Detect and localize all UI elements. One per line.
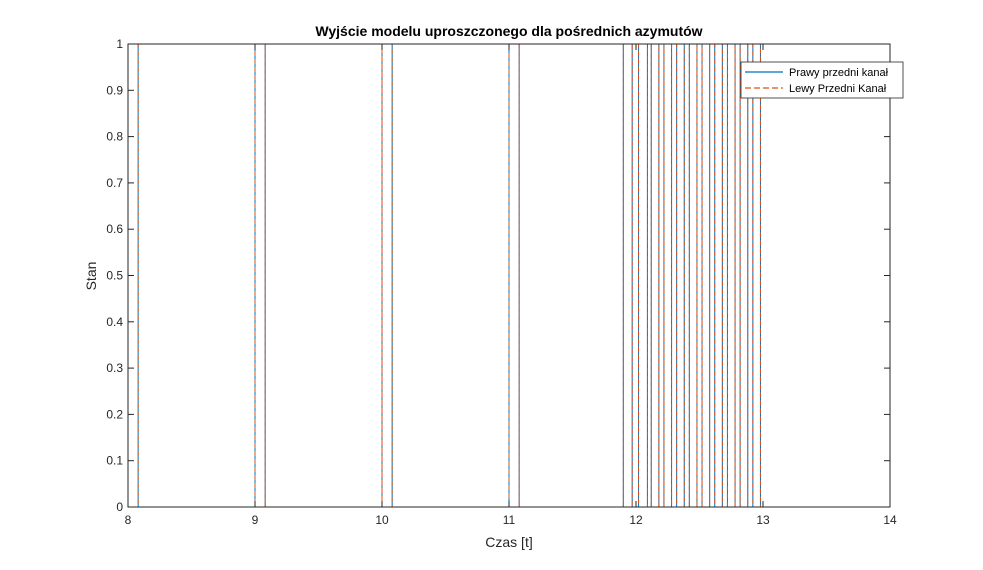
y-tick-label: 0 xyxy=(116,500,123,514)
chart-title: Wyjście modelu uproszczonego dla pośredn… xyxy=(315,23,702,39)
x-tick-label: 8 xyxy=(125,513,132,527)
x-tick-label: 14 xyxy=(883,513,897,527)
y-tick-label: 0.2 xyxy=(106,407,123,421)
y-axis-label: Stan xyxy=(83,262,99,291)
legend-label-prawy: Prawy przedni kanał xyxy=(789,67,889,79)
x-tick-label: 12 xyxy=(629,513,643,527)
legend-label-lewy: Lewy Przedni Kanał xyxy=(789,83,887,95)
legend-box xyxy=(740,61,904,99)
y-tick-label: 0.3 xyxy=(106,361,123,375)
x-tick-label: 9 xyxy=(252,513,259,527)
x-axis-ticks: 8 9 10 11 12 13 14 xyxy=(125,44,897,527)
y-tick-label: 0.9 xyxy=(106,83,123,97)
y-tick-label: 0.7 xyxy=(106,176,123,190)
y-axis-ticks: 0 0.1 0.2 0.3 0.4 0.5 0.6 0.7 0.8 0.9 1 xyxy=(106,37,890,514)
y-tick-label: 0.4 xyxy=(106,315,123,329)
x-tick-label: 13 xyxy=(756,513,770,527)
x-axis-label: Czas [t] xyxy=(485,534,532,550)
y-tick-label: 0.5 xyxy=(106,269,123,283)
x-tick-label: 11 xyxy=(503,513,516,527)
x-tick-label: 10 xyxy=(375,513,389,527)
legend: Prawy przedni kanał Lewy Przedni Kanał xyxy=(740,61,904,99)
y-tick-label: 0.6 xyxy=(106,222,123,236)
y-tick-label: 0.1 xyxy=(106,454,123,468)
y-tick-label: 1 xyxy=(116,37,123,51)
y-tick-label: 0.8 xyxy=(106,130,123,144)
